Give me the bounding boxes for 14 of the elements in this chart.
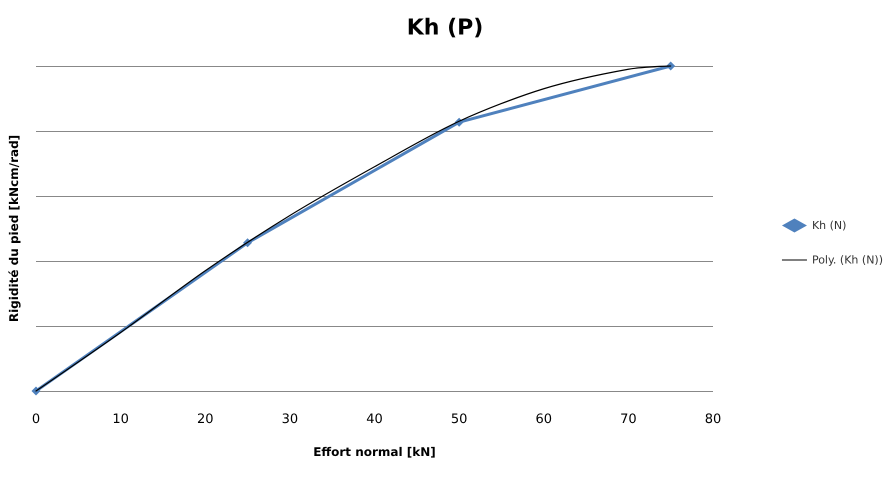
x-tick-label: 80 <box>704 412 722 427</box>
x-tick-label: 10 <box>112 412 129 427</box>
x-tick-label: 60 <box>535 412 552 427</box>
x-tick-label: 50 <box>450 412 468 427</box>
y-axis-title: Rigidité du pied [kNcm/rad] <box>7 134 21 322</box>
x-tick-label: 30 <box>282 412 298 427</box>
chart-title: Kh (P) <box>406 16 484 40</box>
x-axis-title: Effort normal [kN] <box>313 445 436 459</box>
legend-label: Kh (N) <box>812 219 846 232</box>
x-tick-label: 70 <box>620 412 637 427</box>
x-tick-label: 0 <box>32 412 40 427</box>
x-tick-label: 20 <box>196 412 214 427</box>
x-tick-label: 40 <box>366 412 383 427</box>
legend-label: Poly. (Kh (N)) <box>812 254 884 266</box>
